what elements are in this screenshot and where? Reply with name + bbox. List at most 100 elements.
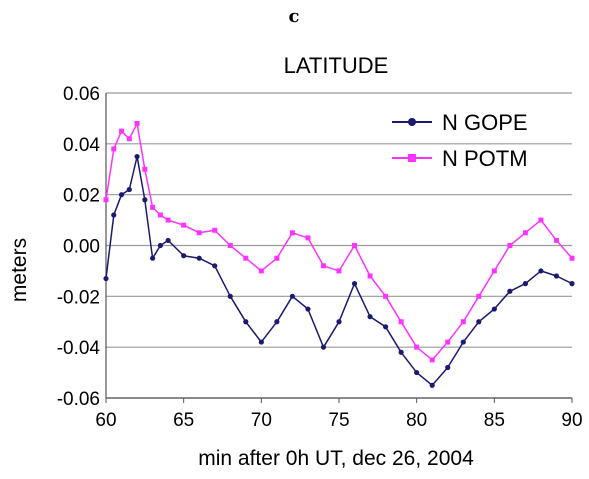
x-tick-label: 65 — [173, 410, 194, 431]
data-point — [336, 319, 342, 325]
data-point — [165, 237, 171, 244]
data-point — [445, 364, 451, 371]
data-point — [553, 237, 559, 243]
x-tick-label: 75 — [328, 410, 349, 431]
data-point — [445, 339, 451, 345]
series-n-gope — [103, 153, 575, 388]
y-tick-label: 0.00 — [63, 237, 100, 258]
series-layer — [103, 121, 575, 388]
data-point — [227, 243, 233, 248]
data-point — [103, 197, 109, 203]
data-point — [367, 314, 373, 320]
y-tick-label: 0.04 — [63, 135, 100, 156]
legend-item: N GOPE — [392, 110, 528, 135]
data-point — [150, 204, 156, 210]
legend-marker — [408, 154, 416, 162]
chart-title: LATITUDE — [284, 53, 389, 78]
y-tick-label: -0.06 — [57, 389, 100, 410]
legend-item: N POTM — [392, 146, 528, 171]
data-point — [212, 263, 218, 269]
data-point — [522, 230, 528, 236]
data-point — [258, 339, 264, 345]
data-point — [111, 146, 117, 152]
data-point — [351, 281, 358, 287]
data-point — [157, 212, 163, 218]
data-point — [119, 128, 125, 134]
x-tick-label: 85 — [484, 410, 505, 431]
data-point — [383, 324, 389, 330]
data-point — [522, 281, 529, 287]
data-point — [476, 319, 482, 325]
data-point — [196, 255, 202, 261]
y-axis-label: meters — [8, 238, 31, 302]
data-point — [553, 273, 560, 279]
data-point — [460, 319, 466, 325]
data-point — [196, 230, 202, 236]
data-point — [336, 268, 342, 274]
data-point — [569, 281, 575, 287]
data-point — [305, 306, 311, 312]
data-point — [569, 255, 575, 261]
data-point — [142, 166, 148, 172]
data-point — [538, 217, 544, 223]
data-point — [289, 230, 295, 236]
y-tick-label: 0.02 — [63, 186, 100, 207]
data-point — [460, 339, 466, 345]
data-point — [243, 319, 249, 325]
data-point — [507, 288, 513, 294]
data-point — [181, 222, 187, 228]
data-point — [165, 217, 171, 223]
x-tick-label: 90 — [561, 410, 582, 431]
data-point — [289, 293, 295, 299]
data-point — [134, 153, 140, 160]
data-point — [181, 253, 187, 259]
data-point — [274, 255, 280, 261]
y-tick-label: -0.02 — [57, 287, 100, 308]
data-point — [538, 268, 544, 274]
legend-marker — [408, 118, 416, 126]
data-point — [414, 369, 420, 376]
legend-label: N POTM — [442, 146, 528, 171]
x-tick-label: 60 — [95, 410, 116, 431]
x-axis-label: min after 0h UT, dec 26, 2004 — [198, 447, 474, 470]
data-point — [320, 344, 327, 350]
x-tick-label: 70 — [251, 410, 272, 431]
y-tick-label: 0.06 — [63, 84, 100, 105]
data-point — [429, 382, 435, 388]
data-point — [142, 197, 148, 203]
data-point — [258, 268, 264, 274]
data-point — [243, 255, 249, 261]
data-point — [476, 293, 482, 299]
data-point — [367, 273, 373, 279]
legend: N GOPE N POTM — [392, 110, 528, 171]
panel-letter: c — [289, 6, 300, 27]
data-point — [491, 268, 497, 274]
grid — [106, 92, 572, 399]
data-point — [352, 243, 358, 248]
x-tick-label: 80 — [406, 410, 427, 431]
data-point — [305, 235, 311, 241]
data-point — [414, 344, 420, 350]
data-point — [398, 319, 404, 325]
data-point — [212, 227, 218, 233]
data-point — [227, 293, 233, 299]
data-point — [118, 192, 125, 198]
data-point — [507, 243, 513, 248]
y-tick-label: -0.04 — [57, 338, 101, 359]
data-point — [150, 255, 156, 261]
data-point — [274, 319, 280, 325]
data-point — [103, 275, 109, 282]
data-point — [157, 242, 163, 249]
data-point — [491, 306, 497, 312]
data-point — [383, 293, 389, 299]
data-point — [398, 349, 404, 355]
series-n-potm — [103, 121, 575, 363]
data-point — [134, 121, 140, 126]
data-point — [429, 357, 435, 363]
data-point — [126, 186, 132, 193]
data-point — [320, 263, 326, 269]
data-point — [111, 212, 117, 218]
